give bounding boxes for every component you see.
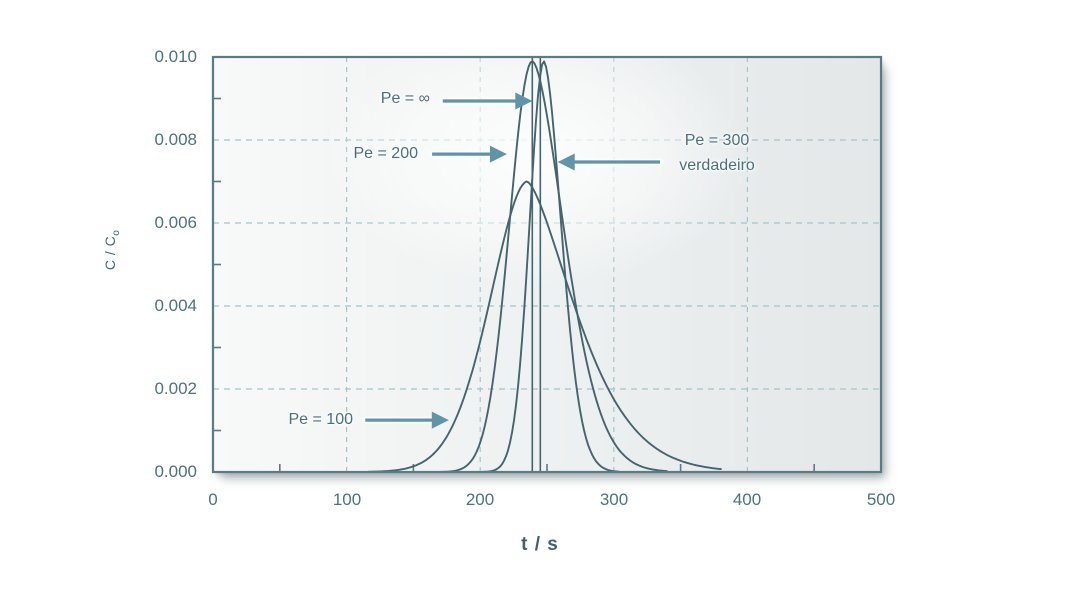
- curve-pe-100: [367, 180, 722, 472]
- y-tick-label: 0.010: [154, 47, 197, 66]
- annotation-pe-200: Pe = 200: [353, 145, 419, 162]
- peak-highlight-glow: [213, 57, 881, 472]
- annotation-pe-100: Pe = 100: [288, 411, 354, 428]
- x-tick-label: 200: [465, 490, 495, 509]
- y-tick-label: 0.000: [154, 462, 197, 481]
- annotation-pe-300-verdadeiro: Pe = 300 verdadeiro: [637, 128, 797, 178]
- annotation-arrows: [361, 92, 664, 429]
- y-tick-label: 0.004: [154, 296, 197, 315]
- curve-pe-200: [431, 60, 668, 472]
- arrow-head: [557, 153, 575, 171]
- x-tick-label: 400: [732, 490, 762, 509]
- arrow-head: [489, 145, 507, 163]
- x-tick-label: 300: [599, 490, 629, 509]
- plot-frame: [211, 55, 883, 474]
- curve-pe-300-verdadeiro-: [480, 60, 620, 472]
- annotation-pe-300-line2: verdadeiro: [679, 157, 755, 174]
- x-tick-label: 100: [332, 490, 362, 509]
- annotation-pe-infinity: Pe = ∞: [380, 90, 430, 107]
- arrow-head: [431, 411, 449, 429]
- y-axis-title: C / Co: [102, 205, 122, 295]
- y-tick-label: 0.008: [154, 130, 197, 149]
- data-curves: [367, 58, 722, 472]
- arrow-head: [515, 92, 533, 110]
- y-tick-label: 0.002: [154, 379, 197, 398]
- annotation-pe-300-line1: Pe = 300: [684, 132, 750, 149]
- y-axis-title-sub: o: [110, 229, 122, 236]
- y-axis-title-main: C / C: [102, 235, 119, 271]
- x-tick-label: 0: [208, 490, 218, 509]
- y-tick-label: 0.006: [154, 213, 197, 232]
- x-axis-title: t / s: [521, 534, 559, 555]
- x-tick-label: 500: [866, 490, 896, 509]
